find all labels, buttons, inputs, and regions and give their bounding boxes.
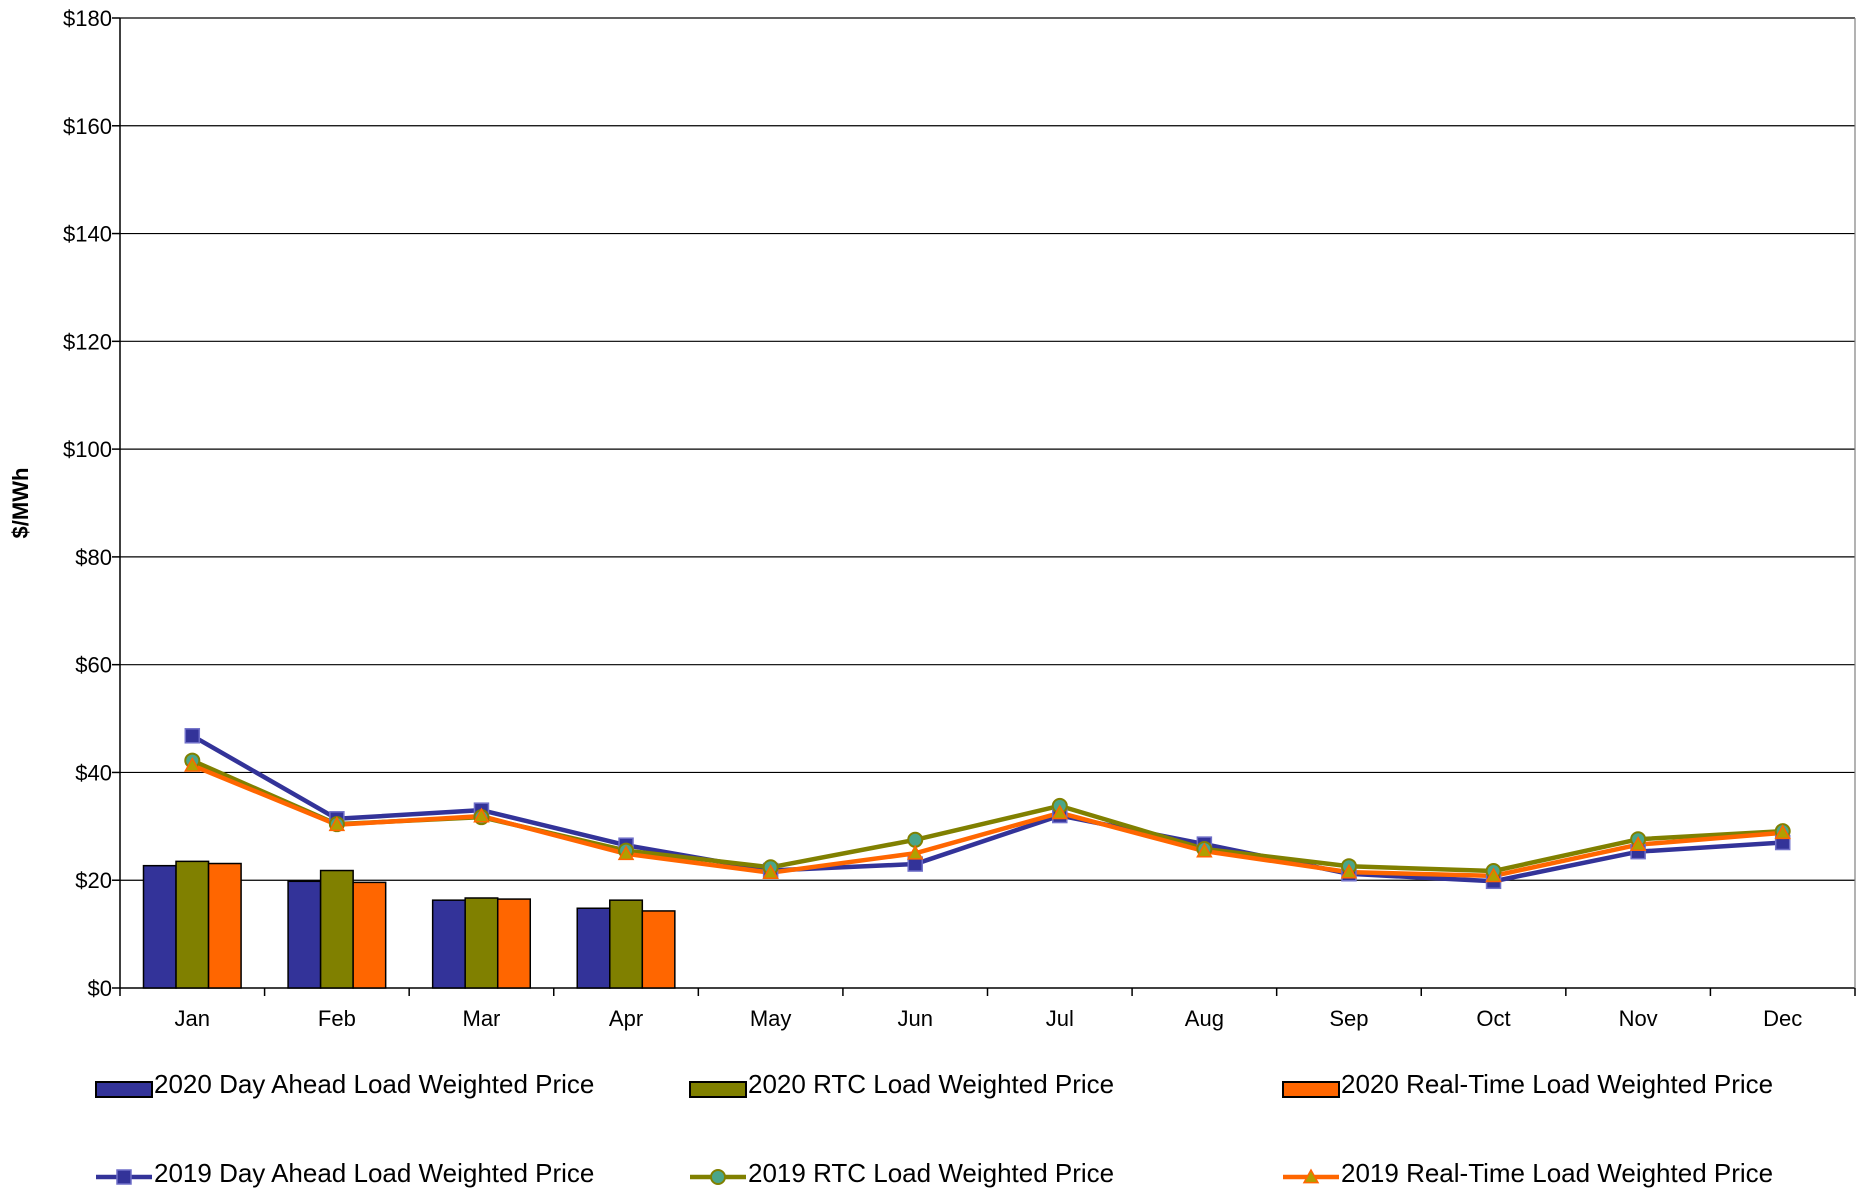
legend-label: 2020 Day Ahead Load Weighted Price <box>154 1069 594 1099</box>
y-tick-label: $40 <box>75 760 112 785</box>
x-tick-label: Jun <box>897 1006 932 1031</box>
line-point-circle <box>907 831 924 848</box>
gridlines <box>120 17 1855 881</box>
bar <box>175 860 210 989</box>
legend-item: 2019 RTC Load Weighted Price <box>690 1158 1114 1188</box>
y-tick-label: $180 <box>63 6 112 31</box>
legend-swatch <box>689 1081 747 1098</box>
line-point-triangle <box>328 816 346 832</box>
bar <box>576 907 611 989</box>
x-tick-label: May <box>750 1006 792 1031</box>
bar <box>207 862 242 989</box>
x-tick-label: Dec <box>1763 1006 1802 1031</box>
y-tick-label: $100 <box>63 437 112 462</box>
bar <box>431 899 466 989</box>
x-tick-label: Jan <box>175 1006 210 1031</box>
x-tick-label: Feb <box>318 1006 356 1031</box>
bar-series-layer <box>142 860 676 989</box>
legend-item: 2019 Real-Time Load Weighted Price <box>1283 1158 1773 1188</box>
line-point-triangle <box>1051 804 1069 820</box>
line-point-triangle <box>906 844 924 860</box>
legend-item: 2020 RTC Load Weighted Price <box>689 1069 1114 1099</box>
line-point-triangle <box>184 756 201 772</box>
legend-label: 2019 Real-Time Load Weighted Price <box>1341 1158 1773 1188</box>
line-series-layer <box>184 728 1791 890</box>
x-tick-label: Jul <box>1046 1006 1074 1031</box>
bar <box>464 897 499 989</box>
line-series <box>191 763 1783 879</box>
legend-item: 2019 Day Ahead Load Weighted Price <box>96 1158 594 1188</box>
line-point-triangle <box>617 845 635 861</box>
x-tick-label: Aug <box>1185 1006 1224 1031</box>
line-series <box>191 733 1783 884</box>
legend-label: 2019 RTC Load Weighted Price <box>748 1158 1114 1188</box>
x-tick-label: Mar <box>463 1006 501 1031</box>
x-axis: Jan Feb Mar Apr May Jun Jul Aug Sep Oct Nov Dec <box>119 988 1856 1031</box>
legend-label: 2020 RTC Load Weighted Price <box>748 1069 1114 1099</box>
line-point-triangle <box>1340 863 1358 879</box>
legend-item: 2020 Real-Time Load Weighted Price <box>1282 1069 1773 1099</box>
x-tick-label: Sep <box>1329 1006 1368 1031</box>
x-tick-label: Oct <box>1476 1006 1510 1031</box>
bar <box>319 869 354 989</box>
legend-item: 2020 Day Ahead Load Weighted Price <box>95 1069 594 1099</box>
y-tick-label: $20 <box>75 868 112 893</box>
plot-area <box>119 18 1856 989</box>
x-tick-label: Nov <box>1619 1006 1658 1031</box>
line-point-triangle <box>473 807 490 823</box>
bar <box>287 880 322 989</box>
legend-label: 2020 Real-Time Load Weighted Price <box>1341 1069 1773 1099</box>
y-axis-title: $/MWh <box>8 468 33 539</box>
line-point-triangle <box>1302 1168 1320 1184</box>
bar <box>352 881 387 989</box>
y-tick-label: $80 <box>75 545 112 570</box>
legend-label: 2019 Day Ahead Load Weighted Price <box>154 1158 594 1188</box>
line-point-triangle <box>1629 836 1647 852</box>
bar <box>641 910 676 989</box>
y-tick-label: $160 <box>63 114 112 139</box>
line-series <box>191 758 1783 874</box>
line-point-circle <box>710 1169 726 1185</box>
y-axis: $0 $20 $40 $60 $80 $100 $120 $140 $160 $180 <box>63 6 120 1001</box>
line-point-triangle <box>1196 842 1213 858</box>
bar <box>496 898 532 989</box>
y-tick-label: $120 <box>63 329 112 354</box>
bar <box>609 899 644 989</box>
legend-swatch <box>95 1081 153 1098</box>
x-tick-label: Apr <box>609 1006 643 1031</box>
legend-swatch <box>1282 1081 1340 1098</box>
line-point-triangle <box>1485 867 1502 883</box>
line-point-triangle <box>1774 824 1791 840</box>
y-tick-label: $140 <box>63 222 112 247</box>
line-point-square <box>116 1169 132 1185</box>
line-point-triangle <box>762 864 779 880</box>
legend: 2020 Day Ahead Load Weighted Price 2020 R… <box>95 1069 1773 1188</box>
y-tick-label: $0 <box>88 976 112 1001</box>
bar <box>142 864 177 989</box>
y-tick-label: $60 <box>75 653 112 678</box>
line-point-square <box>184 728 201 744</box>
